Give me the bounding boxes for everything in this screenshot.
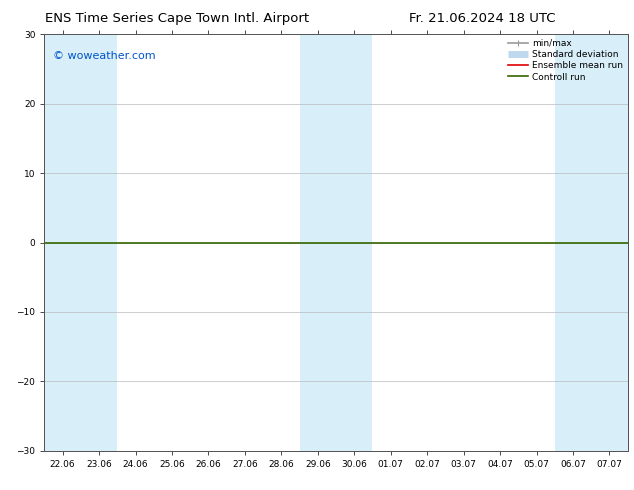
Bar: [299, 34, 336, 451]
Bar: [81, 34, 117, 451]
Bar: [44, 34, 81, 451]
Text: Fr. 21.06.2024 18 UTC: Fr. 21.06.2024 18 UTC: [408, 12, 555, 25]
Bar: [555, 34, 591, 451]
Bar: [591, 34, 628, 451]
Text: © woweather.com: © woweather.com: [53, 51, 156, 61]
Text: ENS Time Series Cape Town Intl. Airport: ENS Time Series Cape Town Intl. Airport: [46, 12, 309, 25]
Legend: min/max, Standard deviation, Ensemble mean run, Controll run: min/max, Standard deviation, Ensemble me…: [506, 37, 625, 83]
Bar: [336, 34, 372, 451]
